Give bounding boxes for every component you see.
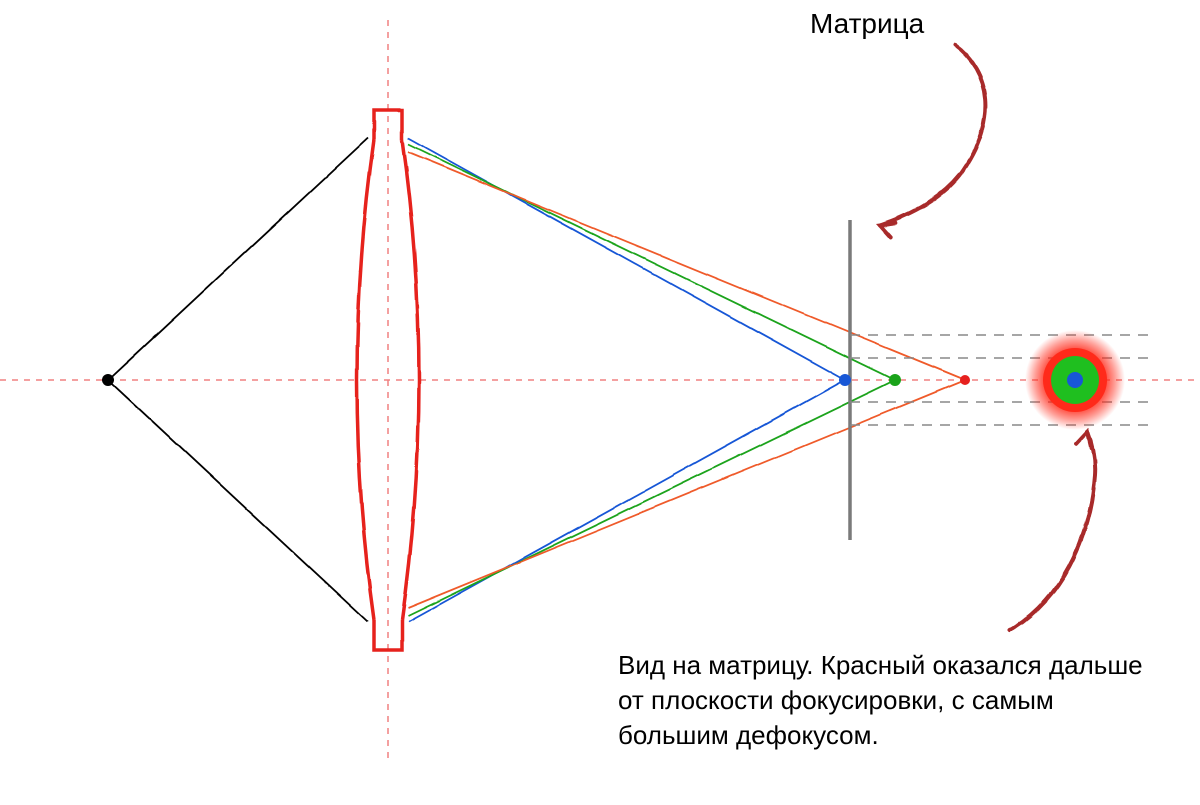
sensor-title-label: Матрица — [810, 6, 924, 42]
ray-red-bottom — [408, 380, 965, 608]
arrow-to-sensor — [880, 45, 986, 225]
spot-blue — [1067, 372, 1083, 388]
object-point — [102, 374, 114, 386]
caption-label: Вид на матрицу. Красный оказался дальше … — [618, 648, 1158, 753]
ray-green-top — [408, 144, 895, 380]
arrow-head-icon — [1077, 432, 1092, 448]
ray-green-bottom — [408, 380, 895, 616]
arrow-to-spot — [1010, 432, 1095, 630]
lens-top-cap — [374, 110, 402, 140]
ray-red-top — [408, 152, 965, 380]
ray-blue-bottom — [408, 380, 845, 622]
object-ray-bottom — [108, 380, 368, 622]
focus-red — [960, 375, 970, 385]
focus-green — [889, 374, 901, 386]
focus-blue — [839, 374, 851, 386]
object-ray-top — [108, 138, 368, 380]
arrow-head-icon — [880, 223, 896, 237]
ray-blue-top — [408, 138, 845, 380]
